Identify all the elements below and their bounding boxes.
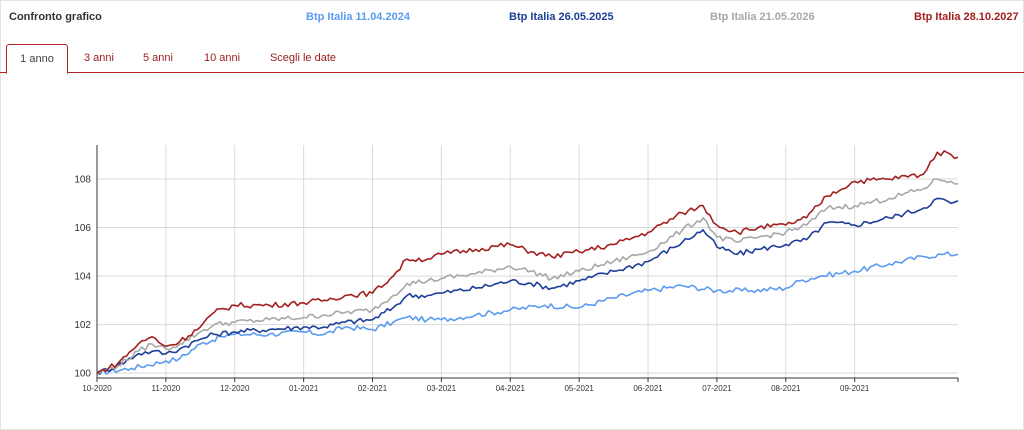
widget-title: Confronto grafico bbox=[9, 11, 102, 23]
tab-5-anni[interactable]: 5 anni bbox=[143, 52, 173, 64]
x-tick-label: 09-2021 bbox=[840, 384, 870, 393]
tab-scegli-le-date[interactable]: Scegli le date bbox=[269, 52, 337, 64]
x-tick-label: 11-2020 bbox=[151, 384, 180, 393]
x-tick-label: 12-2020 bbox=[220, 384, 250, 393]
x-tick-label: 10-2020 bbox=[82, 384, 112, 393]
x-tick-label: 02-2021 bbox=[358, 384, 388, 393]
x-tick-label: 01-2021 bbox=[289, 384, 319, 393]
series-line-4 bbox=[96, 150, 959, 374]
series-line-1 bbox=[96, 251, 959, 375]
tab-underline bbox=[0, 72, 1024, 73]
series-line-2 bbox=[96, 197, 959, 375]
y-tick-label: 102 bbox=[74, 320, 91, 331]
x-tick-label: 04-2021 bbox=[496, 384, 526, 393]
tab-10-anni[interactable]: 10 anni bbox=[203, 52, 241, 64]
series-line-3 bbox=[96, 178, 959, 374]
tab-1-anno[interactable]: 1 anno bbox=[6, 44, 68, 74]
y-tick-label: 104 bbox=[74, 272, 91, 283]
x-tick-label: 06-2021 bbox=[633, 384, 663, 393]
x-tick-label: 07-2021 bbox=[702, 384, 732, 393]
legend-item-btp-2025[interactable]: Btp Italia 26.05.2025 bbox=[509, 11, 614, 23]
legend-item-btp-2027[interactable]: Btp Italia 28.10.2027 bbox=[914, 11, 1019, 23]
tab-3-anni[interactable]: 3 anni bbox=[84, 52, 114, 64]
x-tick-label: 03-2021 bbox=[427, 384, 457, 393]
chart-header: Confronto grafico Btp Italia 11.04.2024 … bbox=[0, 0, 1024, 34]
x-tick-label: 05-2021 bbox=[564, 384, 594, 393]
legend-item-btp-2026[interactable]: Btp Italia 21.05.2026 bbox=[710, 11, 815, 23]
y-tick-label: 100 bbox=[74, 369, 91, 380]
y-tick-label: 108 bbox=[74, 174, 91, 185]
x-tick-label: 08-2021 bbox=[771, 384, 801, 393]
y-tick-label: 106 bbox=[74, 223, 91, 234]
legend-item-btp-2024[interactable]: Btp Italia 11.04.2024 bbox=[306, 11, 410, 23]
